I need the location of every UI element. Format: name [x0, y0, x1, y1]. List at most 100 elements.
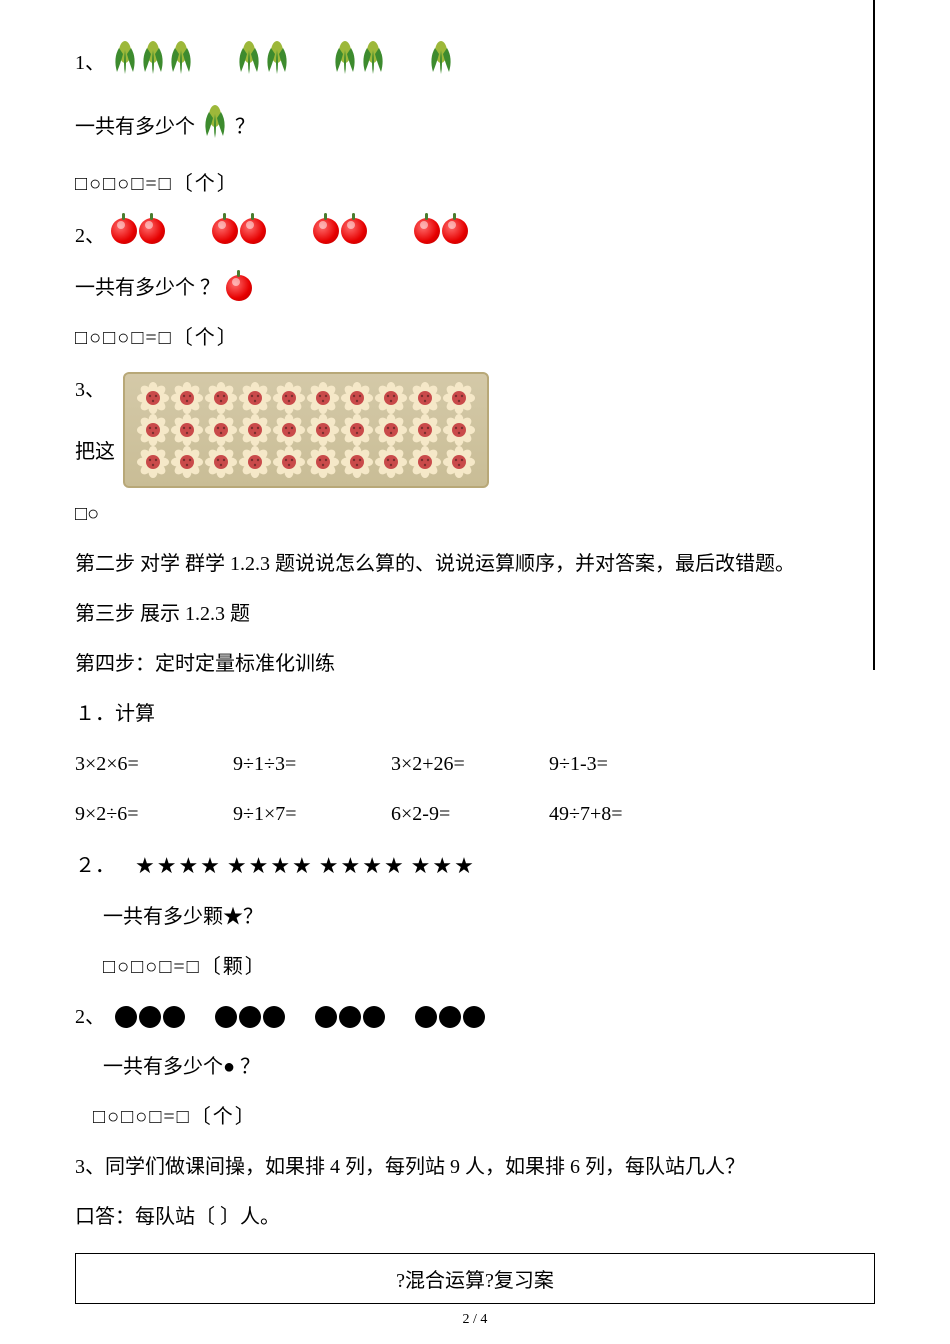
ex2-star-row: ２． ★★★★ ★★★★ ★★★★ ★★★ [75, 848, 875, 883]
cookie-icon [341, 446, 373, 478]
apple-icon [111, 218, 137, 244]
ex2b-formula: □○□○□=□〔个〕 [75, 1101, 875, 1133]
cookie-icon [341, 414, 373, 446]
corn-icon [167, 40, 195, 76]
cookie-icon [375, 414, 407, 446]
footer-box: ?混合运算?复习案 [75, 1253, 875, 1304]
ex2-question: 一共有多少颗★？ [75, 901, 875, 933]
step2: 第二步 对学 群学 1.2.3 题说说怎么算的、说说运算顺序，并对答案，最后改错… [75, 548, 875, 580]
cookie-icon [137, 446, 169, 478]
q1-question-row: 一共有多少个 ？ [75, 104, 875, 150]
star-group: ★★★★ [227, 848, 314, 883]
cookie-icon [205, 382, 237, 414]
cookie-icon [443, 382, 475, 414]
equation: 6×2-9= [391, 798, 521, 830]
equation: 9÷1×7= [233, 798, 363, 830]
ex2b-label: 2、 [75, 1001, 105, 1033]
apple-icon [414, 218, 440, 244]
black-circle-icon [363, 1006, 385, 1028]
page-number: 2 / 4 [75, 1312, 875, 1328]
q1-formula: □○□○□=□〔个〕 [75, 168, 875, 200]
apple-icon [341, 218, 367, 244]
ex1-row2: 9×2÷6= 9÷1×7= 6×2-9= 49÷7+8= [75, 798, 875, 830]
q3-label: 3、 [75, 374, 115, 406]
ex2-formula: □○□○□=□〔颗〕 [75, 951, 875, 983]
ex2b-row: 2、 [75, 1001, 875, 1033]
cookie-icon [205, 446, 237, 478]
cookie-icon [375, 446, 407, 478]
corn-icon [359, 40, 387, 76]
q3-line2: 把这 [75, 436, 115, 468]
cookie-icon [443, 414, 475, 446]
black-circle-icon [263, 1006, 285, 1028]
cookie-icon [273, 446, 305, 478]
cookie-icon [171, 382, 203, 414]
apple-icon [212, 218, 238, 244]
black-circle-icon [339, 1006, 361, 1028]
cookie-icon [307, 414, 339, 446]
cookie-icon [171, 446, 203, 478]
equation: 9÷1-3= [549, 748, 679, 780]
cookie-row [137, 446, 475, 478]
corn-icon [235, 40, 263, 76]
equation: 9÷1÷3= [233, 748, 363, 780]
corn-icon [111, 40, 139, 76]
corn-icon [263, 40, 291, 76]
black-circle-icon [415, 1006, 437, 1028]
apple-icon [442, 218, 468, 244]
black-circle-icon [239, 1006, 261, 1028]
star-group: ★★★★ [319, 848, 406, 883]
equation: 9×2÷6= [75, 798, 205, 830]
apple-group [111, 218, 167, 244]
apple-icon [240, 218, 266, 244]
q1-question: 一共有多少个 [75, 111, 195, 143]
step4: 第四步：定时定量标准化训练 [75, 648, 875, 680]
cookie-tray [123, 372, 489, 488]
q1-row: 1、 [75, 40, 875, 86]
cookie-icon [137, 382, 169, 414]
ex2b-circles [115, 1006, 515, 1028]
circle-group [415, 1006, 485, 1028]
ex2-stars: ★★★★ ★★★★ ★★★★ ★★★ [135, 848, 476, 883]
corn-group [427, 40, 455, 76]
apple-group [313, 218, 369, 244]
equation: 49÷7+8= [549, 798, 679, 830]
star-group: ★★★★ [135, 848, 222, 883]
circle-group [315, 1006, 385, 1028]
q1-corn-container [111, 40, 495, 86]
cookie-row [137, 382, 475, 414]
cookie-row [137, 414, 475, 446]
corn-icon [139, 40, 167, 76]
corn-group [111, 40, 195, 76]
q2-question-row: 一共有多少个 ？ [75, 272, 875, 304]
apple-icon [226, 275, 252, 301]
q1-trailing [201, 104, 229, 150]
cookie-icon [239, 446, 271, 478]
circle-group [215, 1006, 285, 1028]
apple-icon [139, 218, 165, 244]
apple-group [414, 218, 470, 244]
black-circle-icon [463, 1006, 485, 1028]
q3-line3: □○ [75, 498, 115, 530]
q2-question: 一共有多少个 ？ [75, 272, 220, 304]
ex1-row1: 3×2×6=9÷1÷3=3×2+26=9÷1-3= [75, 748, 875, 780]
step3: 第三步 展示 1.2.3 题 [75, 598, 875, 630]
q2-formula: □○□○□=□〔个〕 [75, 322, 875, 354]
q2-apple-container [111, 218, 515, 254]
ex3-text: 3、同学们做课间操，如果排 4 列，每列站 9 人，如果排 6 列，每队站几人？ [75, 1151, 875, 1183]
cookie-icon [409, 382, 441, 414]
equation: 3×2+26= [391, 748, 521, 780]
q2-label: 2、 [75, 220, 105, 252]
corn-group [331, 40, 387, 76]
q3-row: 3、 把这 □○ [75, 372, 875, 530]
cookie-icon [307, 382, 339, 414]
ex1-title: １．计算 [75, 698, 875, 730]
q2-row: 2、 [75, 218, 875, 254]
cookie-icon [273, 382, 305, 414]
corn-icon [427, 40, 455, 76]
cookie-icon [171, 414, 203, 446]
cookie-icon [137, 414, 169, 446]
corn-icon [201, 104, 229, 140]
cookie-icon [341, 382, 373, 414]
cookie-icon [239, 382, 271, 414]
